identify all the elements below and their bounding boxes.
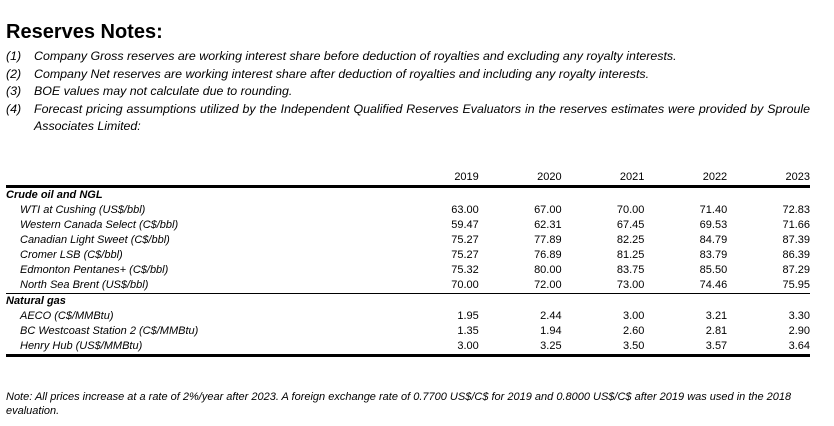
section-label: Crude oil and NGL [6,189,103,201]
year-header: 2020 [537,171,562,183]
price-cell: 72.00 [478,278,562,294]
row-label: Canadian Light Sweet (C$/bbl) [20,234,170,246]
price-cell: 63.00 [451,204,479,216]
price-cell: 70.00 [396,278,479,294]
note-number: (1) [6,49,22,63]
page-title: Reserves Notes: [6,21,163,43]
note-number: (3) [6,84,22,98]
note-3: (3) BOE values may not calculate due to … [6,83,810,101]
section-header-row: Crude oil and NGL [6,187,810,204]
note-text: Company Gross reserves are working inter… [34,49,677,63]
price-cell: 75.27 [451,249,479,261]
row-label: WTI at Cushing (US$/bbl) [20,204,146,216]
price-cell: 84.79 [699,234,728,246]
table-row: WTI at Cushing (US$/bbl) 63.00 67.00 70.00 7… [6,203,810,218]
section-label: Natural gas [6,295,66,307]
price-cell: 1.95 [457,310,479,322]
price-cell: 2.44 [540,310,562,322]
table-row: Western Canada Select (C$/bbl) 59.47 62.31… [6,218,810,233]
row-label: AECO (C$/MMBtu) [20,310,114,322]
table-row: Canadian Light Sweet (C$/bbl) 75.27 77.89 8… [6,233,810,248]
note-2: (2) Company Net reserves are working int… [6,66,810,84]
price-cell: 71.66 [782,219,810,231]
price-cell: 73.00 [561,278,645,294]
price-cell: 2.81 [705,325,728,337]
year-header: 2022 [702,171,728,183]
row-label: BC Westcoast Station 2 (C$/MMBtu) [20,325,199,337]
price-cell: 3.00 [622,310,645,322]
price-cell: 87.29 [782,264,810,276]
price-cell: 85.50 [699,264,728,276]
year-header: 2023 [785,171,810,183]
row-label: Edmonton Pentanes+ (C$/bbl) [20,264,169,276]
price-cell: 76.89 [534,249,562,261]
price-cell: 3.00 [396,339,479,357]
row-label: Western Canada Select (C$/bbl) [20,219,179,231]
table-row: BC Westcoast Station 2 (C$/MMBtu) 1.35 1.9… [6,324,810,339]
price-cell: 77.89 [534,234,562,246]
price-cell: 2.60 [622,325,645,337]
price-cell: 81.25 [616,249,645,261]
price-cell: 67.45 [616,219,645,231]
price-cell: 3.25 [478,339,562,357]
price-cell: 2.90 [788,325,810,337]
price-cell: 80.00 [534,264,562,276]
price-cell: 3.30 [788,310,810,322]
note-number: (4) [6,101,22,116]
table-row: Henry Hub (US$/MMBtu) 3.00 3.25 3.50 3.57 3.6… [6,339,810,357]
note-number: (2) [6,66,22,81]
table-row: Cromer LSB (C$/bbl) 75.27 76.89 81.25 83.79 8… [6,248,810,263]
year-header: 2019 [454,171,479,183]
year-header: 2021 [619,171,645,183]
price-cell: 83.79 [699,249,728,261]
note-1: (1) Company Gross reserves are working i… [6,48,810,66]
price-cell: 82.25 [616,234,645,246]
price-cell: 59.47 [451,219,479,231]
section-header-row: Natural gas [6,294,810,310]
price-cell: 3.21 [705,310,728,322]
price-cell: 67.00 [534,204,562,216]
footnote: Note: All prices increase at a rate of 2… [6,391,792,417]
price-cell: 3.57 [644,339,728,357]
price-cell: 75.27 [451,234,479,246]
table-row: Edmonton Pentanes+ (C$/bbl) 75.32 80.00 83.… [6,263,810,278]
note-text: BOE values may not calculate due to roun… [34,84,293,98]
note-text: Company Net reserves are working interes… [34,66,650,81]
row-label: Cromer LSB (C$/bbl) [20,249,123,261]
row-label: North Sea Brent (US$/bbl) [6,278,396,294]
price-cell: 1.35 [457,325,479,337]
price-cell: 83.75 [616,264,645,276]
price-cell: 69.53 [699,219,728,231]
price-cell: 75.95 [727,278,810,294]
pricing-table: 2019 2020 2021 2022 2023 Crude oil and N… [6,168,810,357]
notes-list: (1) Company Gross reserves are working i… [6,48,810,136]
table-header-row: 2019 2020 2021 2022 2023 [6,168,810,187]
header-label-cell [6,168,396,187]
table-row: AECO (C$/MMBtu) 1.95 2.44 3.00 3.21 3.30 [6,309,810,324]
price-cell: 62.31 [534,219,562,231]
price-cell: 71.40 [699,204,728,216]
price-cell: 70.00 [616,204,645,216]
note-text: Forecast pricing assumptions utilized by… [34,101,810,134]
price-cell: 74.46 [644,278,728,294]
price-cell: 3.50 [561,339,645,357]
table-row: North Sea Brent (US$/bbl) 70.00 72.00 73.00… [6,278,810,294]
price-cell: 72.83 [782,204,810,216]
price-cell: 87.39 [782,234,810,246]
price-cell: 1.94 [540,325,562,337]
price-cell: 86.39 [782,249,810,261]
price-cell: 75.32 [451,264,479,276]
price-cell: 3.64 [727,339,810,357]
note-4: (4) Forecast pricing assumptions utilize… [6,101,810,136]
row-label: Henry Hub (US$/MMBtu) [6,339,396,357]
